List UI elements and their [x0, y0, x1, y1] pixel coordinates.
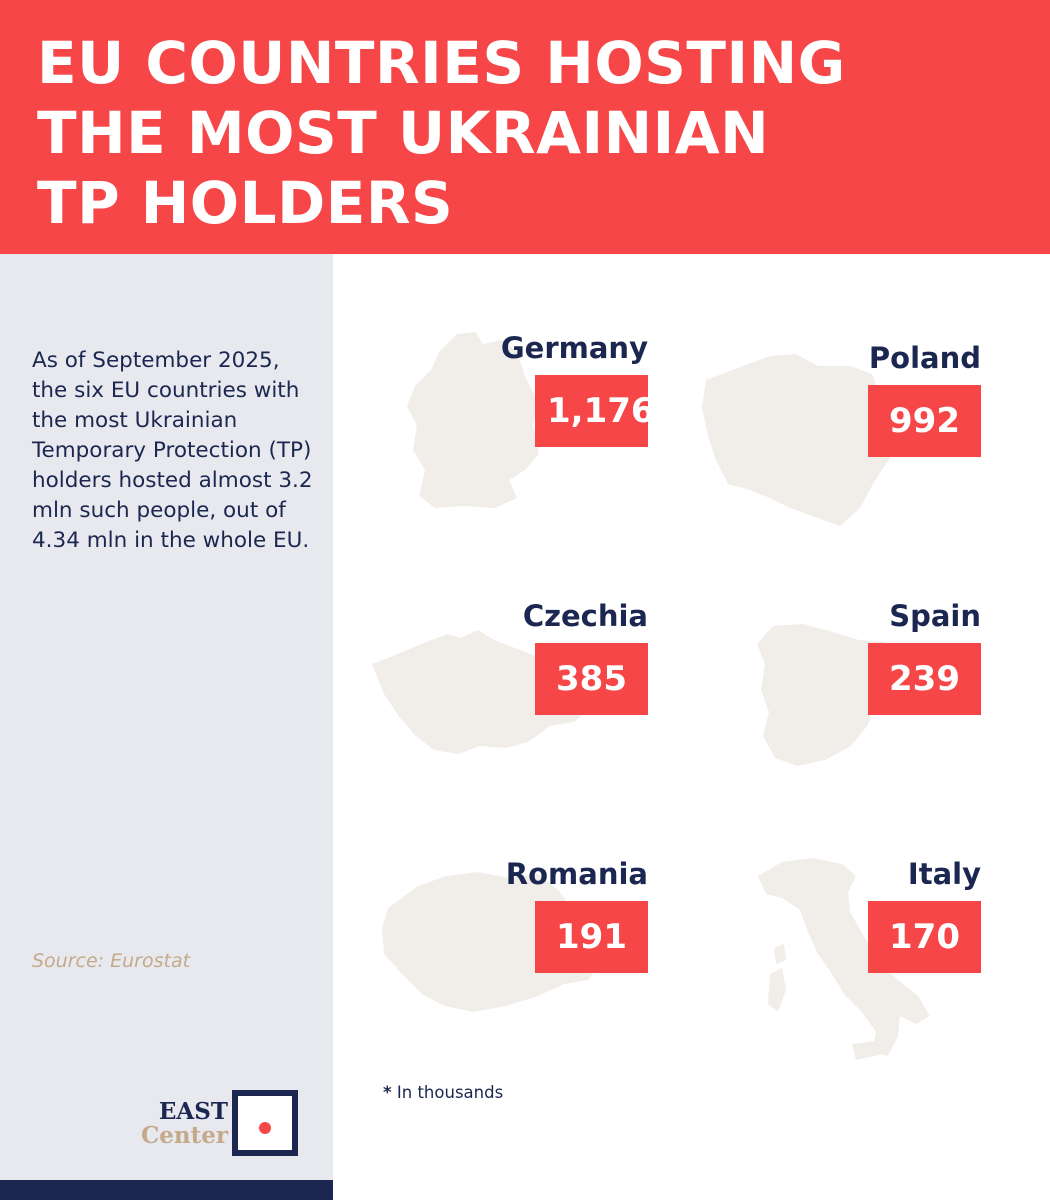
- title-line-1: EU COUNTRIES HOSTING: [37, 29, 846, 97]
- country-name-spain: Spain: [889, 599, 981, 633]
- country-name-romania: Romania: [505, 857, 648, 891]
- value-badge-czechia: 385: [535, 643, 648, 715]
- footnote-text: In thousands: [396, 1083, 504, 1102]
- spain-map-icon: [757, 624, 901, 766]
- value-badge-spain: 239: [868, 643, 981, 715]
- country-name-czechia: Czechia: [522, 599, 648, 633]
- poland-map-icon: [702, 354, 890, 526]
- country-romania: Romania 191: [378, 856, 648, 1020]
- footnote: * In thousands: [383, 1083, 503, 1102]
- value-badge-italy: 170: [868, 901, 981, 973]
- logo-word-east: EAST: [158, 1098, 228, 1125]
- country-italy: Italy 170: [752, 856, 981, 1062]
- country-germany: Germany 1,176: [405, 330, 655, 510]
- germany-map-icon: [407, 332, 539, 508]
- source-note: Source: Eurostat: [32, 950, 191, 972]
- logo-word-center: Center: [140, 1122, 228, 1149]
- footnote-asterisk: *: [383, 1083, 392, 1102]
- east-center-logo: EAST Center: [140, 1090, 298, 1156]
- country-name-poland: Poland: [868, 341, 981, 375]
- country-name-italy: Italy: [907, 857, 981, 891]
- country-name-germany: Germany: [500, 331, 648, 365]
- italy-map-icon: [758, 858, 930, 1060]
- value-badge-germany: 1,176: [535, 375, 655, 447]
- country-spain: Spain 239: [755, 598, 981, 768]
- logo-dot-icon: [259, 1122, 271, 1134]
- value-badge-poland: 992: [868, 385, 981, 457]
- value-badge-romania: 191: [535, 901, 648, 973]
- intro-text: As of September 2025, the six EU countri…: [32, 348, 313, 553]
- country-czechia: Czechia 385: [370, 598, 648, 758]
- header-banner: EU COUNTRIES HOSTING THE MOST UKRAINIAN …: [0, 0, 1050, 254]
- bottom-bar: [0, 1180, 333, 1200]
- left-info-panel: [0, 254, 333, 1200]
- title-line-2: THE MOST UKRAINIAN: [37, 99, 770, 167]
- country-poland: Poland 992: [700, 340, 981, 530]
- logo-square-icon: [232, 1090, 298, 1156]
- title-line-3: TP HOLDERS: [37, 169, 454, 237]
